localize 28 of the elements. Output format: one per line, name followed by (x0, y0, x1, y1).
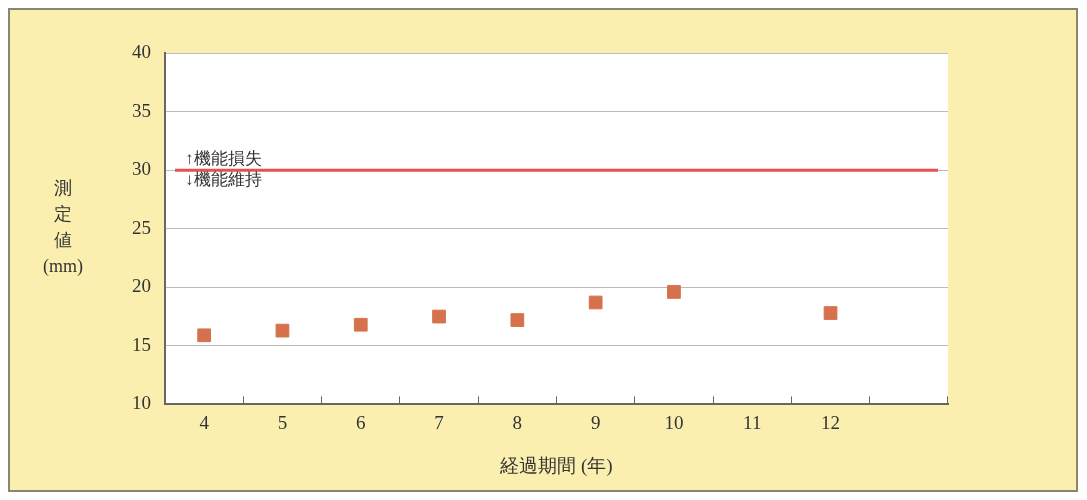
x-tick-label: 10 (664, 411, 684, 433)
point (197, 328, 212, 343)
annotation: ↓機能維持 (185, 170, 262, 190)
y-tick-label: 35 (132, 99, 151, 121)
y-tick-label: 30 (132, 158, 151, 180)
y-tick-label: 25 (132, 216, 151, 238)
point (667, 285, 681, 299)
x-tick-label: 11 (743, 411, 762, 433)
x-axis-title: 経過期間 (年) (499, 454, 613, 477)
point (510, 313, 525, 327)
x-tick-label: 4 (199, 411, 210, 433)
y-tick-label: 20 (132, 275, 151, 297)
x-tick-label: 8 (512, 411, 523, 433)
annotation: ↑機能損失 (185, 149, 262, 169)
y-axis-title: 測定値(mm) (43, 178, 83, 278)
x-tick-label: 6 (356, 411, 366, 433)
x-tick-label: 7 (434, 411, 444, 433)
x-tick-label: 12 (821, 411, 841, 433)
point (353, 317, 368, 332)
point (823, 306, 838, 320)
x-tick-label: 9 (590, 411, 601, 433)
y-tick-label: 40 (132, 40, 151, 62)
point (588, 295, 603, 310)
y-tick-label: 15 (132, 333, 151, 355)
x-tick-label: 5 (277, 411, 288, 433)
point (432, 309, 446, 324)
y-tick-label: 10 (132, 392, 151, 414)
point (275, 323, 290, 338)
